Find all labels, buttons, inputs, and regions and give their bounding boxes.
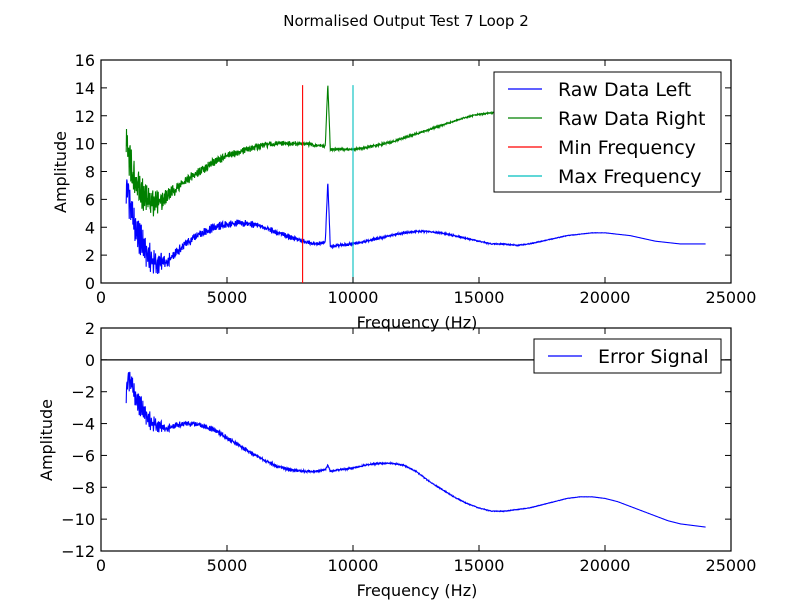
chart-error-signal: 0 5000 10000 15000 20000 25000 2 0 −2 −4 −6 −8 −10 −1…	[37, 319, 756, 600]
legend-label: Error Signal	[598, 346, 709, 368]
x-tick-label: 25000	[706, 556, 757, 575]
x-tick-label: 20000	[580, 288, 631, 307]
x-tick-label: 0	[96, 556, 106, 575]
chart-1-ylabel: Amplitude	[37, 399, 56, 481]
y-tick-label: 8	[85, 163, 95, 182]
y-tick-label: 12	[75, 107, 95, 126]
y-tick-label: −4	[71, 415, 95, 434]
legend-label: Min Frequency	[558, 137, 696, 159]
y-tick-label: 2	[85, 319, 95, 338]
chart-0-ticks: 0 5000 10000 15000 20000 25000 0 2 4 6 8 10 12 14 16	[75, 51, 757, 307]
y-tick-label: −12	[61, 542, 95, 561]
x-tick-label: 20000	[580, 556, 631, 575]
y-tick-label: −2	[71, 383, 95, 402]
y-tick-label: 6	[85, 190, 95, 209]
y-tick-label: −8	[71, 478, 95, 497]
chart-raw-data: 0 5000 10000 15000 20000 25000 0 2 4 6 8 10 12 14 16 R…	[51, 51, 756, 332]
y-tick-label: −10	[61, 510, 95, 529]
figure-title: Normalised Output Test 7 Loop 2	[283, 12, 529, 30]
y-tick-label: 2	[85, 246, 95, 265]
chart-1-ticks: 0 5000 10000 15000 20000 25000 2 0 −2 −4 −6 −8 −10 −1…	[61, 319, 756, 575]
legend-box	[493, 71, 722, 193]
series-line-raw-data-left	[125, 179, 706, 275]
chart-1-axes-frame	[100, 327, 732, 552]
chart-0-plot-area	[125, 85, 706, 283]
y-tick-label: 14	[75, 79, 95, 98]
y-tick-label: 4	[85, 218, 95, 237]
axes-frame	[100, 327, 732, 552]
series-line-error-signal	[125, 371, 706, 528]
x-tick-label: 5000	[207, 288, 248, 307]
series-line-raw-data-right	[125, 85, 505, 217]
chart-1-xlabel: Frequency (Hz)	[357, 581, 478, 600]
chart-0-legend: Raw Data Left Raw Data Right Min Frequency…	[493, 71, 722, 193]
x-tick-label: 5000	[207, 556, 248, 575]
x-tick-label: 0	[96, 288, 106, 307]
x-tick-label: 10000	[328, 556, 379, 575]
x-tick-label: 15000	[454, 556, 505, 575]
legend-label: Raw Data Right	[558, 108, 705, 130]
y-tick-label: 0	[85, 274, 95, 293]
x-tick-label: 10000	[328, 288, 379, 307]
x-tick-label: 25000	[706, 288, 757, 307]
legend-label: Raw Data Left	[558, 79, 691, 101]
chart-1-legend: Error Signal	[533, 338, 722, 374]
legend-label: Max Frequency	[558, 166, 701, 188]
chart-0-xlabel: Frequency (Hz)	[357, 313, 478, 332]
y-tick-label: 0	[85, 351, 95, 370]
y-tick-label: 10	[75, 135, 95, 154]
y-tick-label: −6	[71, 446, 95, 465]
x-tick-label: 15000	[454, 288, 505, 307]
chart-1-plot-area	[101, 359, 731, 528]
chart-0-ylabel: Amplitude	[51, 131, 70, 213]
y-tick-label: 16	[75, 51, 95, 70]
